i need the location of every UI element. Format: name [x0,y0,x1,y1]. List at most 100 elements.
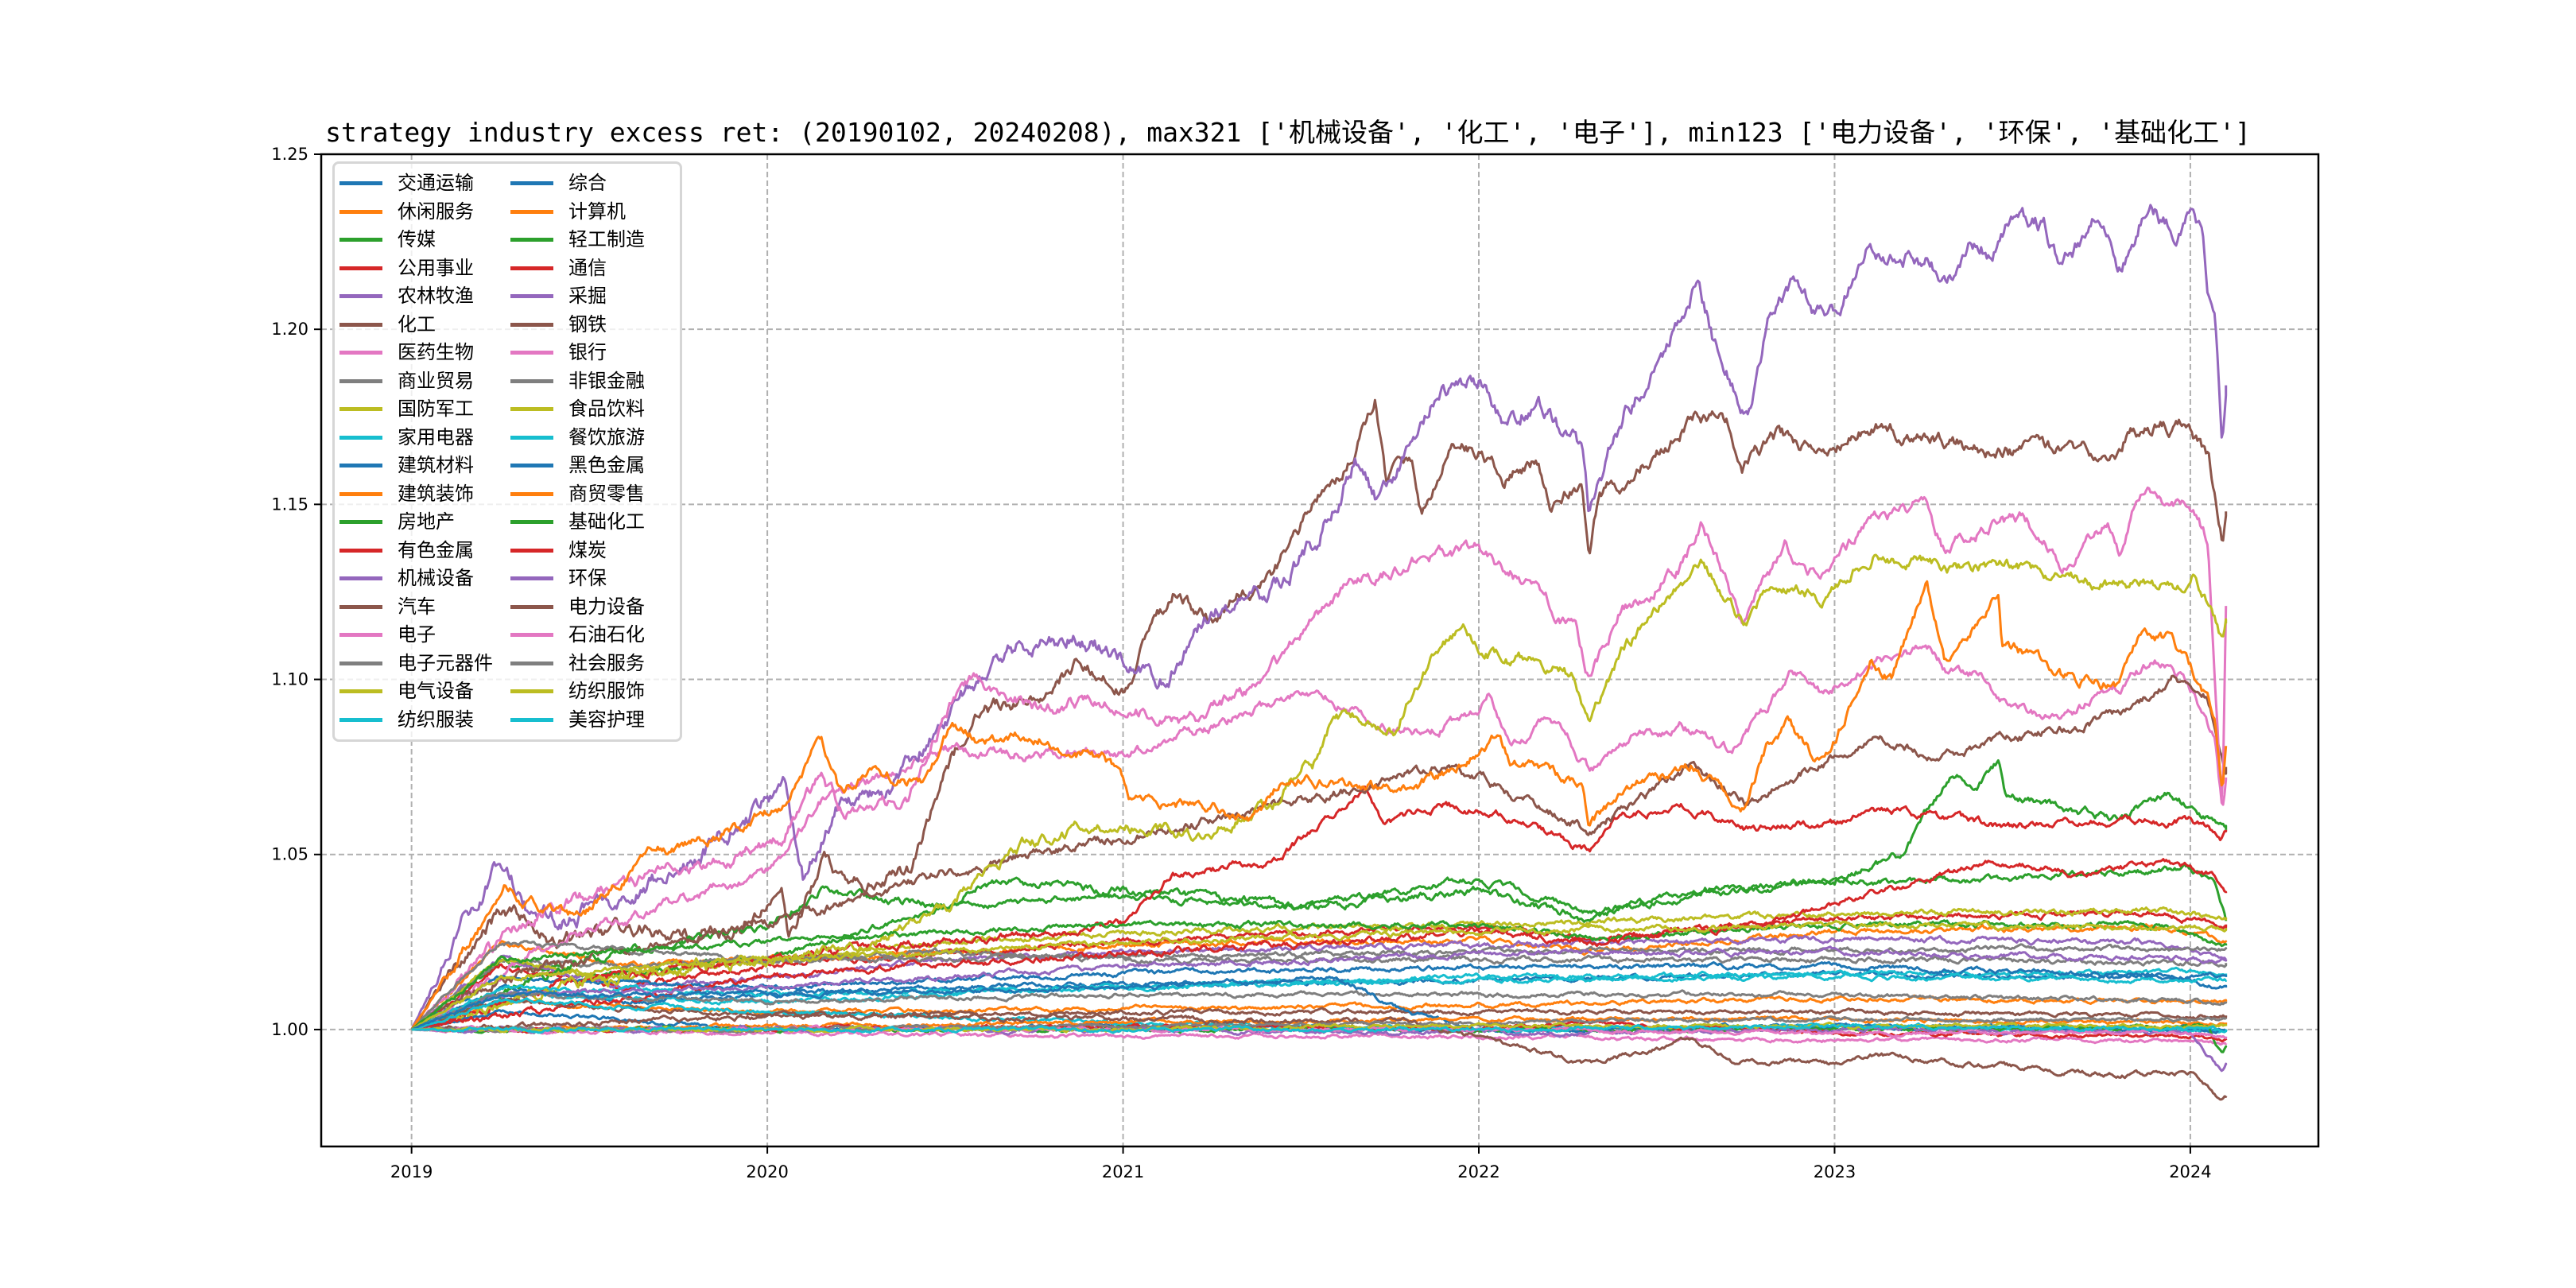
legend-label: 休闲服务 [398,200,474,223]
legend-item: 食品饮料 [506,395,673,422]
series-line-采掘 [411,945,2228,1031]
legend-label: 商贸零售 [568,482,645,505]
legend-label: 基础化工 [568,510,645,533]
legend-swatch [510,351,553,355]
legend-item: 采掘 [506,282,673,309]
legend-item: 非银金融 [506,367,673,394]
series-line-计算机 [410,580,2228,1030]
legend-item: 商业贸易 [335,367,502,394]
legend-item: 通信 [506,254,673,281]
legend-swatch [510,548,553,553]
series-line-有色金属 [411,786,2228,1031]
legend-swatch [339,294,382,298]
legend-label: 传媒 [398,228,436,250]
legend-swatch [339,576,382,580]
legend-swatch [339,322,382,327]
legend-item: 农林牧渔 [335,282,502,309]
legend-label: 通信 [568,256,607,279]
legend-swatch [339,209,382,214]
legend-swatch [510,238,553,242]
legend-swatch [339,633,382,637]
series-line-建筑材料 [410,960,2228,1031]
y-tick-label: 1.10 [271,670,308,689]
legend-swatch [510,576,553,580]
legend-swatch [339,351,382,355]
legend-item: 银行 [506,339,673,366]
legend-label: 银行 [568,341,607,363]
legend-label: 煤炭 [568,538,607,561]
legend-label: 电力设备 [568,595,645,618]
series-line-汽车 [410,674,2228,1031]
legend-item: 化工 [335,311,502,338]
series-line-美容护理 [411,1022,2228,1034]
series-line-银行 [411,1026,2228,1046]
legend-swatch [510,435,553,440]
series-line-化工 [410,398,2228,1030]
y-tick-label: 1.05 [271,845,308,864]
legend-swatch [510,378,553,383]
x-tick-label: 2020 [746,1162,788,1181]
legend-swatch [339,266,382,270]
legend-item: 传媒 [335,226,502,253]
series-line-农林牧渔 [410,934,2228,1031]
legend-item: 公用事业 [335,254,502,281]
legend-swatch [510,294,553,298]
legend: 交通运输 休闲服务 传媒 公用事业 农林牧渔 化工 医药生物 商业贸易 国防军工 家用电器 建筑材料… [332,161,682,742]
legend-swatch [510,717,553,722]
legend-item: 纺织服饰 [506,677,673,704]
legend-swatch [510,181,553,185]
legend-swatch [510,491,553,496]
legend-label: 商业贸易 [398,369,474,392]
legend-item: 综合 [506,169,673,196]
series-line-医药生物 [410,644,2228,1031]
legend-label: 计算机 [568,200,626,223]
legend-label: 电气设备 [398,680,474,702]
legend-swatch [510,661,553,665]
legend-swatch [339,238,382,242]
legend-label: 食品饮料 [568,398,645,420]
legend-item: 环保 [506,564,673,592]
legend-swatch [339,717,382,722]
legend-label: 化工 [398,312,436,336]
legend-item: 石油石化 [506,621,673,648]
series-line-食品饮料 [410,919,2228,1031]
series-line-通信 [411,858,2228,1031]
legend-item: 建筑装饰 [335,480,502,507]
legend-label: 轻工制造 [568,228,645,250]
legend-item: 美容护理 [506,706,673,733]
chart-title: strategy industry excess ret: (20190102,… [325,117,2251,148]
y-tick-label: 1.15 [271,495,308,514]
series-line-钢铁 [411,997,2228,1031]
legend-label: 建筑装饰 [398,482,474,505]
legend-label: 石油石化 [568,623,645,646]
legend-label: 综合 [568,172,607,194]
legend-item: 家用电器 [335,424,502,451]
legend-item: 计算机 [506,198,673,225]
series-lines [410,204,2228,1101]
legend-label: 国防军工 [398,398,474,420]
legend-label: 钢铁 [568,312,607,336]
legend-swatch [339,181,382,185]
legend-label: 家用电器 [398,425,474,448]
legend-label: 采掘 [568,285,607,307]
x-tick-label: 2024 [2169,1162,2211,1181]
legend-swatch [339,689,382,693]
legend-item: 黑色金属 [506,452,673,479]
legend-label: 电子元器件 [398,651,493,674]
legend-label: 建筑材料 [398,454,474,476]
legend-swatch [510,520,553,524]
legend-label: 纺织服饰 [568,680,645,702]
legend-label: 农林牧渔 [398,285,474,307]
legend-item: 建筑材料 [335,452,502,479]
legend-item: 餐饮旅游 [506,424,673,451]
legend-swatch [339,520,382,524]
legend-label: 医药生物 [398,341,474,363]
legend-label: 黑色金属 [568,454,645,476]
legend-swatch [510,266,553,270]
legend-label: 纺织服装 [398,708,474,731]
series-line-商业贸易 [410,943,2228,1031]
legend-item: 汽车 [335,593,502,620]
legend-label: 机械设备 [398,567,474,589]
y-tick-label: 1.00 [271,1020,308,1039]
